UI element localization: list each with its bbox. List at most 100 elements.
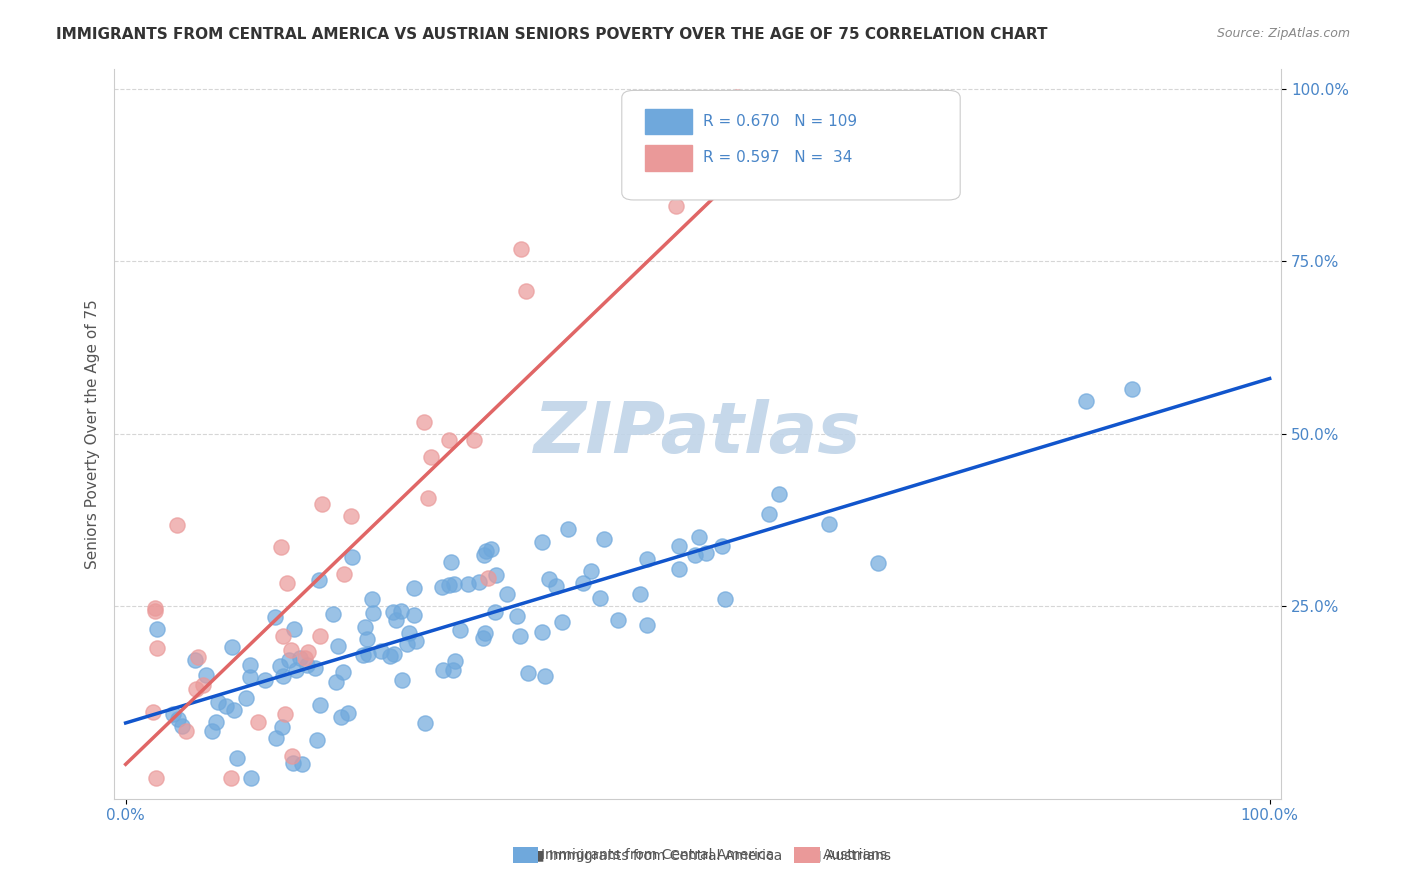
Point [510, 242, 533, 256]
Point [467, 574, 489, 589]
Point [288, 651, 311, 665]
Point [382, 605, 405, 619]
Point [328, 640, 350, 654]
Point [254, 673, 277, 687]
Point [269, 659, 291, 673]
Point [572, 575, 595, 590]
Point [205, 714, 228, 729]
Point [405, 633, 427, 648]
Point [273, 629, 295, 643]
Point [485, 567, 508, 582]
Point [384, 613, 406, 627]
Point [221, 640, 243, 654]
Point [278, 653, 301, 667]
Point [534, 669, 557, 683]
Point [418, 491, 440, 506]
Point [695, 546, 717, 560]
Point [361, 607, 384, 621]
Point [479, 541, 502, 556]
Point [432, 663, 454, 677]
Point [439, 578, 461, 592]
Point [191, 678, 214, 692]
Point [281, 749, 304, 764]
Point [285, 663, 308, 677]
Point [537, 572, 560, 586]
Text: Source: ZipAtlas.com: Source: ZipAtlas.com [1216, 27, 1350, 40]
Point [167, 712, 190, 726]
Point [187, 650, 209, 665]
Point [758, 508, 780, 522]
Point [509, 629, 531, 643]
Point [440, 556, 463, 570]
Point [475, 544, 498, 558]
Text: R = 0.597   N =  34: R = 0.597 N = 34 [703, 150, 853, 165]
Point [325, 675, 347, 690]
Point [711, 539, 734, 553]
Point [517, 666, 540, 681]
Point [146, 640, 169, 655]
Point [395, 637, 418, 651]
Point [581, 564, 603, 578]
Point [142, 705, 165, 719]
Point [530, 624, 553, 639]
Point [184, 681, 207, 696]
Point [412, 415, 434, 429]
Point [291, 757, 314, 772]
Point [270, 540, 292, 554]
Point [194, 668, 217, 682]
Point [145, 771, 167, 785]
Point [340, 509, 363, 524]
Point [146, 622, 169, 636]
Text: IMMIGRANTS FROM CENTRAL AMERICA VS AUSTRIAN SENIORS POVERTY OVER THE AGE OF 75 C: IMMIGRANTS FROM CENTRAL AMERICA VS AUSTR… [56, 27, 1047, 42]
Point [308, 698, 330, 713]
Point [247, 714, 270, 729]
Point [201, 723, 224, 738]
Point [330, 710, 353, 724]
Point [688, 531, 710, 545]
Point [868, 556, 890, 570]
Text: ZIPatlas: ZIPatlas [534, 399, 862, 468]
Text: R = 0.670   N = 109: R = 0.670 N = 109 [703, 113, 858, 128]
Point [295, 658, 318, 673]
Point [207, 695, 229, 709]
Point [283, 623, 305, 637]
Point [398, 626, 420, 640]
Text: ■ Immigrants from Central America      ■ Austrians: ■ Immigrants from Central America ■ Aust… [515, 849, 891, 863]
Point [430, 580, 453, 594]
Point [515, 284, 537, 298]
Point [304, 661, 326, 675]
Point [311, 497, 333, 511]
Point [266, 731, 288, 745]
Point [496, 587, 519, 601]
FancyBboxPatch shape [621, 90, 960, 200]
Point [402, 607, 425, 622]
Point [380, 649, 402, 664]
Point [457, 576, 479, 591]
Point [413, 715, 436, 730]
Point [356, 632, 378, 646]
Point [589, 591, 612, 605]
Point [239, 670, 262, 684]
Point [472, 549, 495, 563]
Point [551, 615, 574, 629]
Point [235, 691, 257, 706]
Point [263, 609, 285, 624]
Point [391, 673, 413, 687]
Point [357, 647, 380, 661]
Point [274, 707, 297, 722]
Point [546, 579, 568, 593]
Point [382, 647, 405, 661]
Y-axis label: Seniors Poverty Over the Age of 75: Seniors Poverty Over the Age of 75 [86, 299, 100, 568]
Point [176, 723, 198, 738]
Point [271, 669, 294, 683]
Point [340, 549, 363, 564]
Bar [645, 145, 692, 170]
Point [628, 587, 651, 601]
Point [472, 632, 495, 646]
Point [593, 532, 616, 546]
Point [683, 548, 706, 562]
Point [477, 571, 499, 585]
Point [389, 604, 412, 618]
Point [309, 629, 332, 643]
Point [336, 706, 359, 720]
